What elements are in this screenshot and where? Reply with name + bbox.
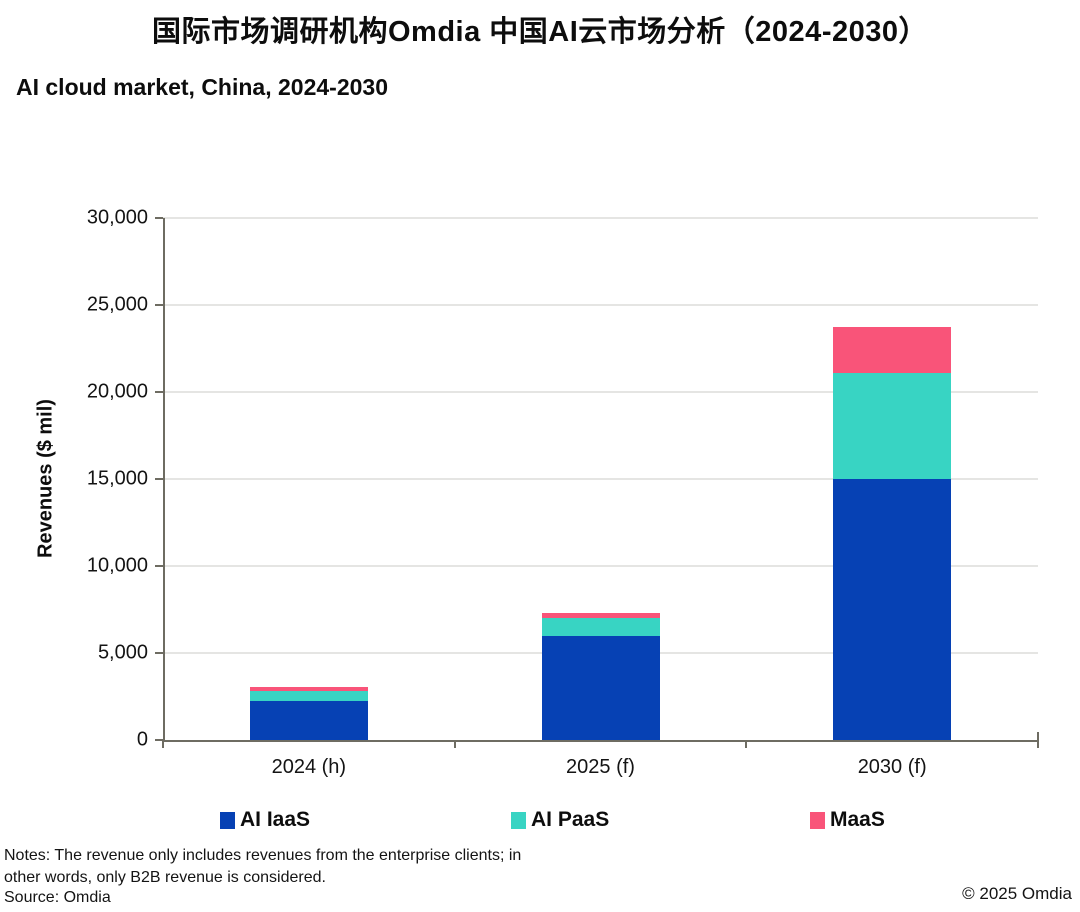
legend-item-ai-iaas: AI IaaS [220,808,310,832]
y-tick-label: 5,000 [97,641,148,664]
x-axis-end-tick [1037,732,1039,740]
bar-segment-ai-iaas [541,636,660,740]
page-title: 国际市场调研机构Omdia 中国AI云市场分析（2024-2030） [152,16,928,48]
x-axis-label: 2025 (f) [566,756,635,778]
bar-segment-maas [541,612,660,619]
y-axis-tick [155,652,163,654]
legend-label-ai-paas: AI PaaS [531,808,610,831]
gridline [163,478,1038,480]
bar-segment-ai-iaas [249,700,368,740]
bar-segment-ai-paas [249,690,368,701]
y-axis-tick [155,217,163,219]
y-tick-label: 10,000 [86,554,148,577]
bar-segment-ai-iaas [833,479,952,740]
legend-label-ai-iaas: AI IaaS [240,808,311,831]
x-axis-tick [745,740,748,748]
y-axis-tick [155,739,163,741]
footer-notes: Notes: The revenue only includes revenue… [4,847,522,886]
y-axis-tick [155,391,163,393]
y-axis-tick [155,565,163,567]
y-axis-tick [155,304,163,306]
chart-subtitle: AI cloud market, China, 2024-2030 [16,74,388,100]
legend-item-maas: MaaS [810,808,885,832]
legend-item-ai-paas: AI PaaS [511,808,609,832]
bar-segment-ai-paas [541,618,660,637]
footer-copyright: © 2025 Omdia [962,884,1072,903]
legend-swatch-ai-iaas [220,811,235,829]
gridline [163,217,1038,219]
y-tick-label: 30,000 [86,206,148,229]
x-axis-tick [162,740,164,748]
x-axis-label: 2030 (f) [857,756,927,778]
gridline [163,304,1038,306]
y-axis-tick [155,478,163,480]
x-axis-line [163,740,1038,742]
x-axis-label: 2024 (h) [271,756,347,778]
y-tick-label: 15,000 [86,467,148,490]
y-axis-line [163,218,165,742]
legend-label-maas: MaaS [830,808,885,831]
gridline [163,565,1038,567]
legend: AI IaaS AI PaaS MaaS [0,808,1080,834]
x-axis-tick [453,740,456,748]
x-axis-tick [1037,740,1039,748]
y-tick-label: 0 [136,728,148,751]
bar-segment-maas [249,686,368,691]
legend-swatch-maas [810,811,825,829]
legend-swatch-ai-paas [511,811,526,829]
gridline [163,391,1038,393]
y-tick-label: 25,000 [86,293,148,316]
bar-segment-ai-paas [833,372,952,479]
bar-segment-maas [833,326,952,373]
y-tick-label: 20,000 [86,380,148,403]
footer-source: Source: Omdia [4,889,111,906]
